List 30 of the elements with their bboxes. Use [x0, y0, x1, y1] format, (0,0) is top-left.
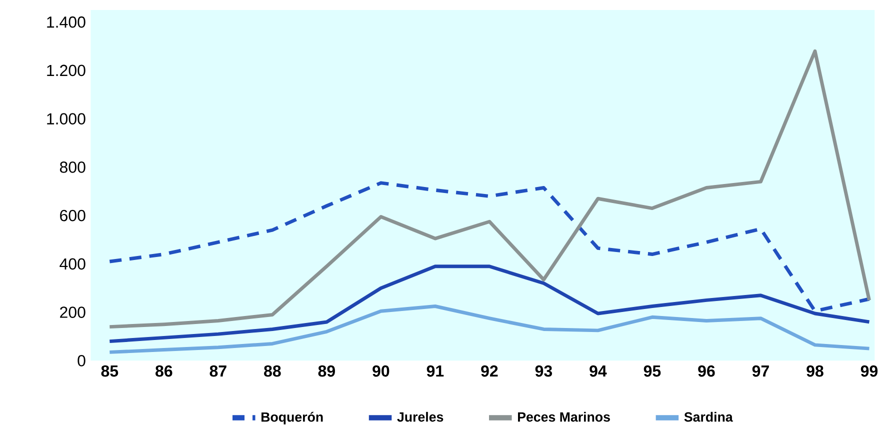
legend-label: Boquerón	[262, 412, 323, 424]
x-tick-label: 96	[698, 365, 715, 377]
x-tick-label: 94	[590, 365, 607, 377]
x-tick-label: 91	[426, 365, 444, 377]
y-tick-label: 1.200	[47, 64, 86, 76]
y-tick-label: 800	[60, 162, 86, 173]
line-series	[108, 49, 871, 329]
x-tick-label: 88	[264, 365, 281, 377]
x-tick-label: 99	[860, 365, 878, 377]
x-tick-label: 93	[535, 365, 552, 377]
x-tick-label: 87	[210, 365, 226, 377]
line-series	[108, 304, 871, 354]
y-tick-label: 1.400	[47, 16, 86, 28]
legend-label: Sardina	[684, 412, 733, 422]
x-tick-label: 85	[101, 365, 118, 377]
x-tick-label: 90	[372, 365, 390, 377]
x-tick-label: 89	[318, 365, 335, 377]
legend-label: Peces Marinos	[518, 412, 610, 422]
legend-label: Jureles	[397, 412, 444, 422]
x-tick-label: 86	[156, 365, 172, 377]
y-tick-label: 400	[60, 258, 86, 270]
y-tick-label: 0	[78, 355, 86, 366]
y-tick-label: 1.000	[47, 113, 86, 124]
y-tick-label: 200	[60, 306, 86, 318]
x-tick-label: 92	[481, 365, 498, 377]
y-tick-label: 600	[60, 210, 86, 222]
x-tick-label: 97	[752, 365, 769, 377]
line-series	[108, 264, 871, 344]
x-tick-label: 95	[644, 365, 661, 377]
x-tick-label: 98	[806, 365, 824, 377]
